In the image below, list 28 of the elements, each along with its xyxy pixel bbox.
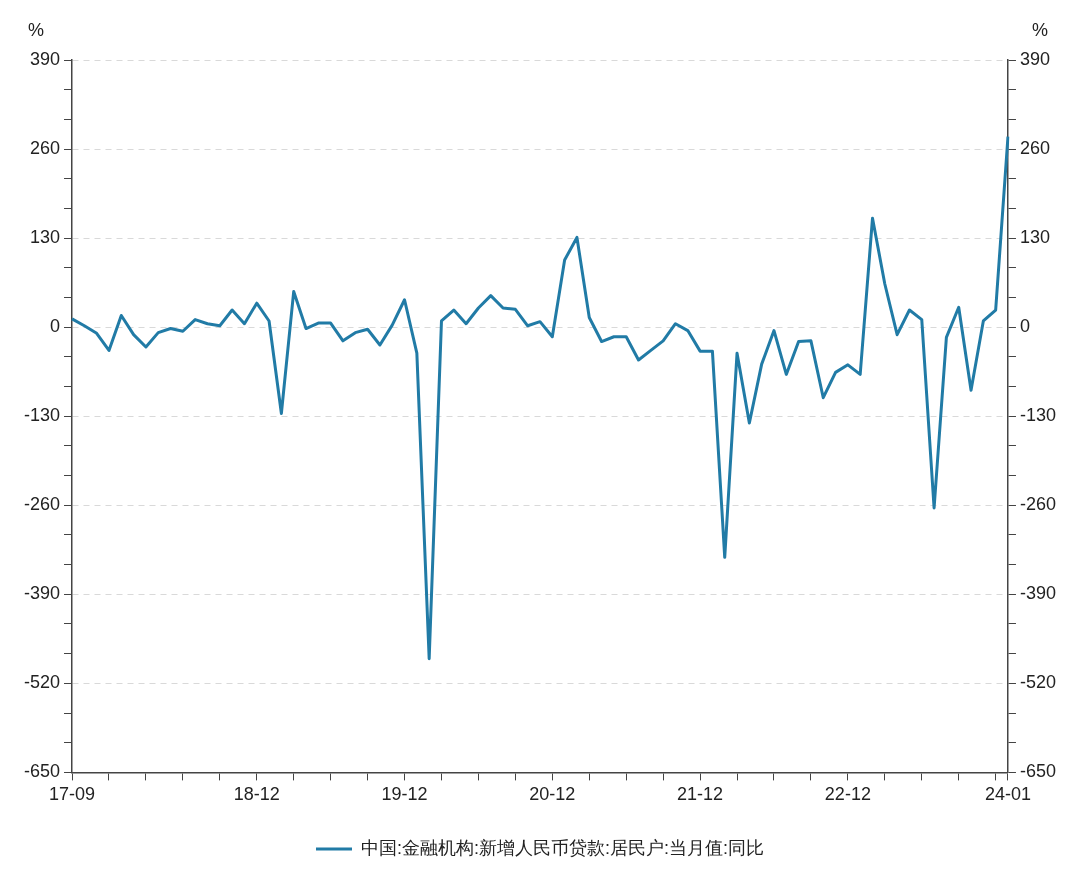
x-tick-label: 18-12 <box>233 784 280 805</box>
x-tick-label: 17-09 <box>49 784 96 805</box>
y-tick-label: 0 <box>50 316 61 337</box>
y2-tick-label: -390 <box>1019 583 1056 604</box>
x-tick-label: 19-12 <box>381 784 428 805</box>
y2-tick-label: -650 <box>1019 761 1056 782</box>
y2-tick-label: -130 <box>1019 405 1056 426</box>
y2-axis-title: % <box>1031 19 1049 40</box>
y2-tick-label: 390 <box>1019 48 1051 69</box>
x-tick-label: 24-01 <box>984 784 1031 805</box>
y-tick-label: 390 <box>29 48 61 69</box>
x-tick-label: 22-12 <box>824 784 871 805</box>
y2-tick-label: 130 <box>1019 227 1051 248</box>
x-tick-label: 21-12 <box>677 784 724 805</box>
y-tick-label: -130 <box>24 405 61 426</box>
y2-tick-label: -260 <box>1019 494 1056 515</box>
x-tick-label: 20-12 <box>529 784 576 805</box>
y-tick-label: 130 <box>29 227 61 248</box>
y-axis-title: % <box>27 19 45 40</box>
legend-label: 中国:金融机构:新增人民币贷款:居民户:当月值:同比 <box>361 837 765 858</box>
y2-tick-label: 0 <box>1019 316 1030 337</box>
y2-tick-label: -520 <box>1019 672 1056 693</box>
y-tick-label: -390 <box>24 583 61 604</box>
y-tick-label: -520 <box>24 672 61 693</box>
y-tick-label: -650 <box>24 761 61 782</box>
y-tick-label: -260 <box>24 494 61 515</box>
y-tick-label: 260 <box>29 138 61 159</box>
y2-tick-label: 260 <box>1019 138 1051 159</box>
